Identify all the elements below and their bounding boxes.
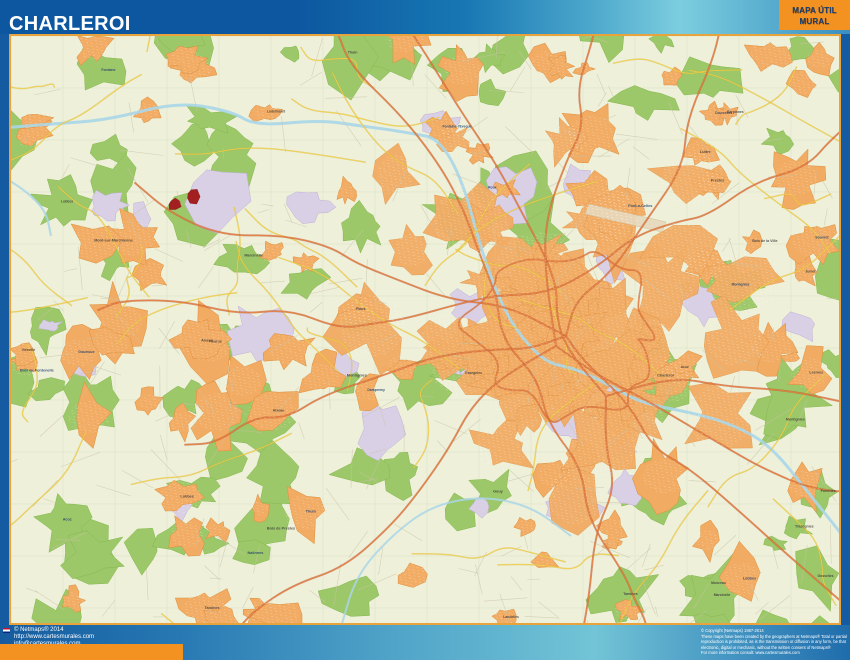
svg-text:Roux: Roux <box>356 307 366 311</box>
svg-text:Mont-sur-Marchienne: Mont-sur-Marchienne <box>94 239 133 243</box>
svg-text:Thuin: Thuin <box>348 50 358 54</box>
svg-text:Montignies: Montignies <box>347 374 367 378</box>
svg-text:Souvret: Souvret <box>815 236 829 240</box>
svg-text:Montignies: Montignies <box>786 417 805 421</box>
svg-text:Monceau: Monceau <box>711 581 726 585</box>
svg-text:Trazegnies: Trazegnies <box>795 524 814 528</box>
svg-text:Luttre: Luttre <box>700 150 711 154</box>
svg-text:Thuin: Thuin <box>306 509 317 513</box>
svg-text:Roux: Roux <box>488 185 497 189</box>
svg-text:Fontaine: Fontaine <box>101 68 115 72</box>
svg-text:Trazegnies: Trazegnies <box>465 371 483 375</box>
svg-text:Presles: Presles <box>711 178 725 182</box>
svg-text:Pont-a-Celles: Pont-a-Celles <box>628 204 652 208</box>
svg-text:Tamines: Tamines <box>205 606 220 610</box>
svg-text:Fontaine-l'Eveque: Fontaine-l'Eveque <box>443 124 472 128</box>
svg-text:Gosselies: Gosselies <box>818 574 834 578</box>
svg-text:Lobbes: Lobbes <box>61 199 73 203</box>
svg-text:Viesville: Viesville <box>22 348 36 352</box>
svg-text:Marcinelle: Marcinelle <box>714 593 731 597</box>
svg-text:Acoz: Acoz <box>681 365 689 369</box>
svg-text:Lobbes: Lobbes <box>180 495 194 499</box>
svg-text:Goutroux: Goutroux <box>78 350 94 354</box>
svg-text:Tamines: Tamines <box>623 592 637 596</box>
svg-text:Courcelles: Courcelles <box>715 111 732 115</box>
svg-text:Leernes: Leernes <box>809 370 823 374</box>
svg-text:Fleurus: Fleurus <box>209 339 222 343</box>
svg-text:Dampremy: Dampremy <box>367 388 385 392</box>
svg-text:Acoz: Acoz <box>63 518 72 522</box>
svg-text:Bois de Presles: Bois de Presles <box>267 527 295 531</box>
svg-text:Lobbes: Lobbes <box>743 576 757 580</box>
svg-text:Jumet: Jumet <box>805 269 816 273</box>
svg-text:Charleroi: Charleroi <box>657 373 674 377</box>
svg-text:Gouy: Gouy <box>493 490 504 494</box>
svg-text:Montignies: Montignies <box>732 283 750 287</box>
svg-text:Lodelinsart: Lodelinsart <box>267 110 286 114</box>
svg-text:Bois de la Ville: Bois de la Ville <box>752 239 777 243</box>
svg-text:Aiseau: Aiseau <box>273 408 285 412</box>
svg-text:Bois de Fontenelle: Bois de Fontenelle <box>20 368 54 372</box>
svg-text:Marcinelle: Marcinelle <box>244 254 263 258</box>
svg-text:Nalinnes: Nalinnes <box>248 551 264 555</box>
svg-text:Forchies: Forchies <box>821 489 836 493</box>
svg-text:Landelies: Landelies <box>503 615 519 619</box>
